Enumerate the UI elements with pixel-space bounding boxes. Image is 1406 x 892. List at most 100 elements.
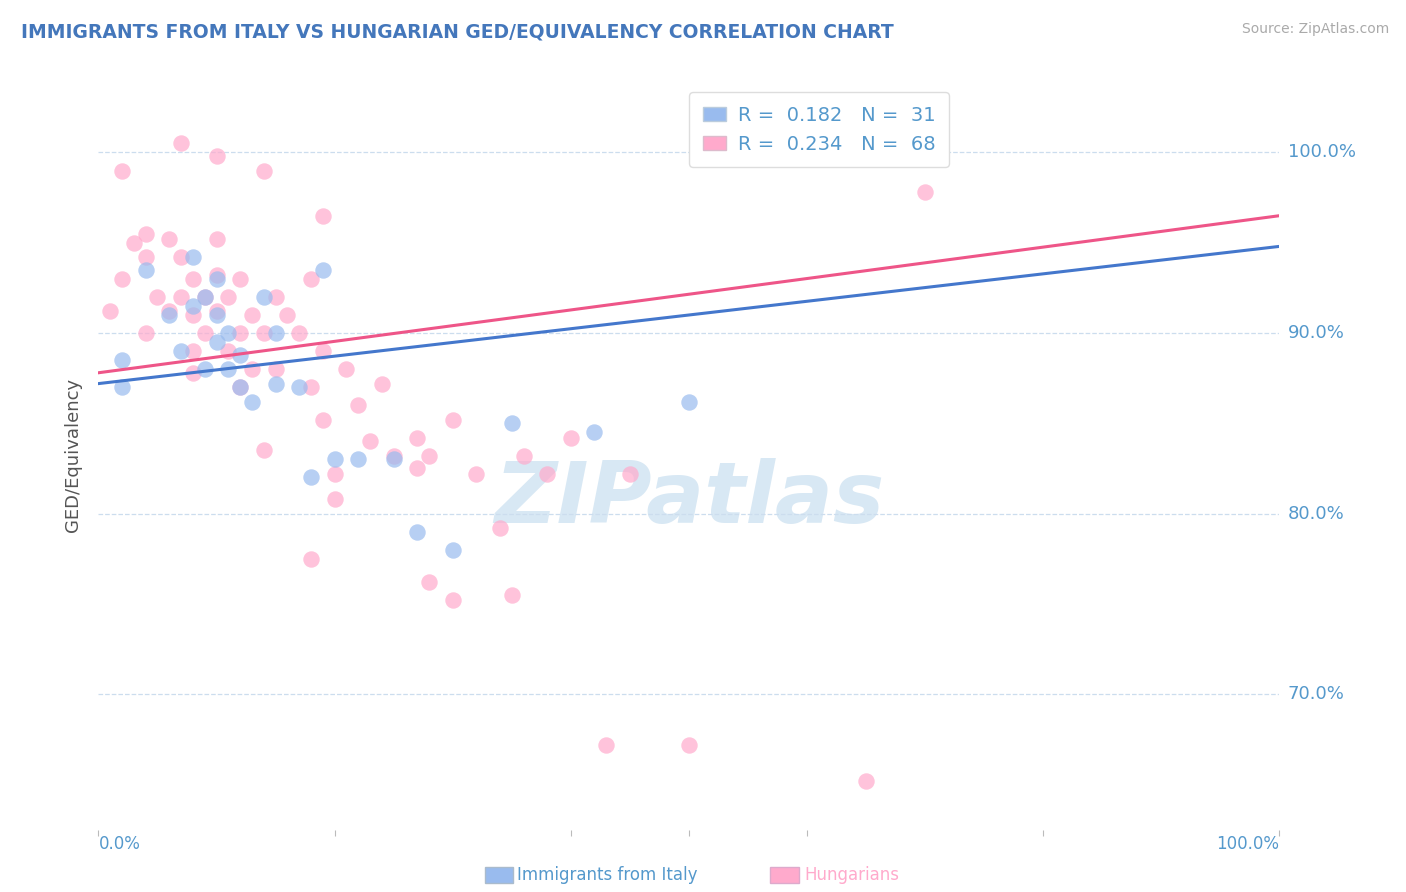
Point	[264, 326, 287, 340]
Point	[312, 263, 335, 277]
Point	[240, 362, 263, 376]
Point	[264, 290, 287, 304]
Point	[111, 272, 134, 286]
Point	[501, 588, 523, 602]
Point	[170, 344, 193, 359]
Point	[347, 398, 370, 412]
Point	[240, 308, 263, 322]
Point	[347, 452, 370, 467]
Point	[536, 467, 558, 481]
Point	[217, 290, 239, 304]
Point	[205, 149, 228, 163]
Point	[240, 394, 263, 409]
Text: 100.0%: 100.0%	[1288, 144, 1355, 161]
Point	[512, 449, 534, 463]
Text: 90.0%: 90.0%	[1288, 324, 1344, 342]
Point	[299, 470, 322, 484]
Point	[229, 272, 252, 286]
Point	[418, 575, 440, 590]
Point	[205, 272, 228, 286]
Point	[382, 449, 405, 463]
Point	[253, 443, 276, 458]
Text: Immigrants from Italy: Immigrants from Italy	[517, 866, 697, 884]
Point	[157, 232, 180, 246]
Point	[253, 326, 276, 340]
Point	[253, 290, 276, 304]
Point	[253, 163, 276, 178]
Point	[217, 362, 239, 376]
Point	[441, 542, 464, 557]
Point	[111, 353, 134, 368]
Point	[288, 380, 311, 394]
Point	[855, 773, 877, 788]
Point	[157, 304, 180, 318]
Point	[170, 290, 193, 304]
Y-axis label: GED/Equivalency: GED/Equivalency	[65, 378, 83, 532]
Point	[359, 434, 381, 449]
Point	[111, 380, 134, 394]
Point	[312, 209, 335, 223]
Text: ZIPatlas: ZIPatlas	[494, 458, 884, 541]
Point	[181, 366, 204, 380]
Point	[194, 290, 217, 304]
Point	[146, 290, 169, 304]
Point	[135, 250, 157, 264]
Point	[111, 163, 134, 178]
Point	[406, 461, 429, 475]
Point	[122, 235, 145, 250]
Point	[229, 348, 252, 362]
Point	[299, 272, 322, 286]
Point	[406, 431, 429, 445]
Point	[678, 738, 700, 752]
Point	[181, 299, 204, 313]
Text: 80.0%: 80.0%	[1288, 505, 1344, 523]
Point	[181, 308, 204, 322]
Point	[229, 380, 252, 394]
Text: Hungarians: Hungarians	[804, 866, 900, 884]
Point	[371, 376, 394, 391]
Point	[229, 326, 252, 340]
Point	[205, 232, 228, 246]
Point	[181, 272, 204, 286]
Point	[205, 268, 228, 283]
Point	[560, 431, 582, 445]
Point	[323, 452, 346, 467]
Point	[595, 738, 617, 752]
Point	[299, 380, 322, 394]
Point	[264, 376, 287, 391]
Point	[489, 521, 512, 535]
Legend: R =  0.182   N =  31, R =  0.234   N =  68: R = 0.182 N = 31, R = 0.234 N = 68	[689, 92, 949, 167]
Point	[217, 344, 239, 359]
Point	[382, 452, 405, 467]
Point	[914, 185, 936, 199]
Point	[796, 149, 818, 163]
Point	[181, 344, 204, 359]
Point	[205, 308, 228, 322]
Point	[335, 362, 357, 376]
Point	[323, 467, 346, 481]
Text: IMMIGRANTS FROM ITALY VS HUNGARIAN GED/EQUIVALENCY CORRELATION CHART: IMMIGRANTS FROM ITALY VS HUNGARIAN GED/E…	[21, 22, 894, 41]
Point	[229, 380, 252, 394]
Point	[299, 551, 322, 566]
Point	[501, 417, 523, 431]
Point	[135, 227, 157, 241]
Point	[98, 304, 121, 318]
Text: 100.0%: 100.0%	[1216, 835, 1279, 853]
Point	[181, 250, 204, 264]
Point	[157, 308, 180, 322]
Point	[170, 250, 193, 264]
Point	[170, 136, 193, 151]
Point	[441, 593, 464, 607]
Point	[583, 425, 606, 440]
Point	[205, 304, 228, 318]
Point	[135, 263, 157, 277]
Text: Source: ZipAtlas.com: Source: ZipAtlas.com	[1241, 22, 1389, 37]
Point	[205, 334, 228, 349]
Point	[135, 326, 157, 340]
Point	[312, 344, 335, 359]
Point	[619, 467, 641, 481]
Point	[678, 394, 700, 409]
Point	[194, 290, 217, 304]
Point	[406, 524, 429, 539]
Text: 70.0%: 70.0%	[1288, 685, 1344, 703]
